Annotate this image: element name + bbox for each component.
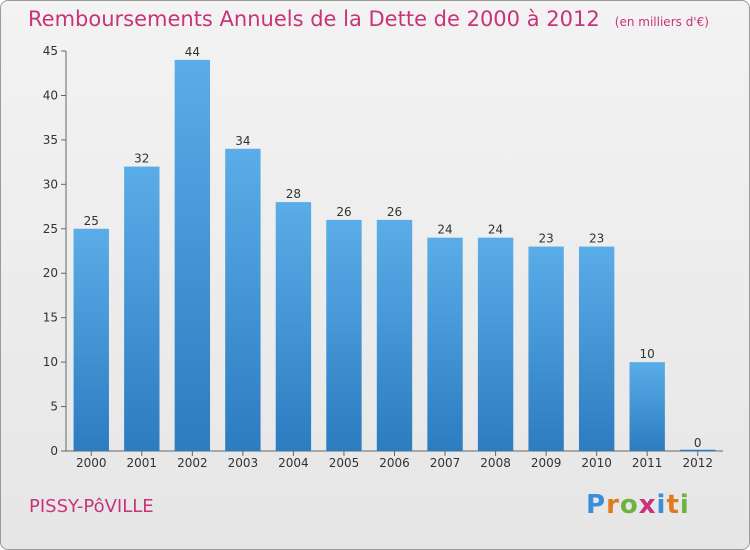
x-tick-label: 2002 <box>177 456 208 470</box>
data-label: 0 <box>694 436 702 450</box>
y-tick-label: 40 <box>43 88 58 102</box>
bar-2010 <box>578 246 615 451</box>
logo-letter: t <box>666 490 680 520</box>
x-tick-label: 2005 <box>329 456 360 470</box>
x-tick-label: 2008 <box>480 456 511 470</box>
y-tick-label: 45 <box>43 44 58 58</box>
title-block: Remboursements Annuels de la Dette de 20… <box>28 7 709 31</box>
data-label: 23 <box>589 232 604 246</box>
bar-2000 <box>73 228 109 451</box>
chart-title: Remboursements Annuels de la Dette de 20… <box>28 7 600 31</box>
x-tick-label: 2000 <box>76 456 107 470</box>
bar-2002 <box>174 59 211 452</box>
y-tick-label: 25 <box>43 222 58 236</box>
x-tick-label: 2007 <box>430 456 461 470</box>
data-label: 24 <box>488 223 503 237</box>
data-label: 28 <box>286 187 301 201</box>
town-name: PISSY-PôVILLE <box>29 496 154 517</box>
data-label: 44 <box>185 45 200 59</box>
data-label: 34 <box>235 134 250 148</box>
bar-2007 <box>427 237 463 451</box>
proxiti-logo: Proxiti <box>586 490 690 520</box>
bar-2009 <box>528 246 564 451</box>
x-tick-label: 2001 <box>127 456 158 470</box>
labels: 2000 25 2001 32 2002 44 2003 34 2004 28 2005 26 2006… <box>76 45 713 470</box>
y-tick-label: 0 <box>50 444 58 458</box>
bar-2006 <box>376 219 413 451</box>
data-label: 26 <box>336 205 351 219</box>
bar-2003 <box>225 148 261 451</box>
data-label: 32 <box>134 152 149 166</box>
bar-2001 <box>124 166 160 452</box>
logo-letter: o <box>619 490 639 520</box>
y-tick-label: 15 <box>43 311 58 325</box>
y-tick-label: 10 <box>43 355 58 369</box>
data-label: 23 <box>538 232 553 246</box>
y-tick-label: 30 <box>43 177 58 191</box>
x-tick-label: 2006 <box>379 456 410 470</box>
x-tick-label: 2011 <box>632 456 663 470</box>
x-tick-label: 2003 <box>228 456 259 470</box>
logo-letter: r <box>606 490 620 520</box>
data-label: 24 <box>437 223 452 237</box>
x-tick-label: 2010 <box>581 456 612 470</box>
y-tick-label: 35 <box>43 133 58 147</box>
logo-letter: x <box>638 490 657 520</box>
logo-letter: i <box>679 490 690 520</box>
x-tick-label: 2004 <box>278 456 309 470</box>
bar-2011 <box>629 362 665 451</box>
data-label: 25 <box>84 214 99 228</box>
bar-2004 <box>275 202 312 451</box>
y-tick-label: 20 <box>43 266 58 280</box>
data-label: 26 <box>387 205 402 219</box>
logo-letter: i <box>656 490 667 520</box>
x-tick-label: 2009 <box>531 456 562 470</box>
bar-2008 <box>477 237 514 451</box>
data-label: 10 <box>640 347 655 361</box>
logo-letter: P <box>586 490 607 520</box>
axes: 0 5 10 15 20 25 30 35 40 45 <box>43 44 723 458</box>
bars <box>73 59 716 452</box>
chart-subtitle: (en milliers d'€) <box>614 15 709 29</box>
x-tick-label: 2012 <box>682 456 713 470</box>
y-tick-label: 5 <box>50 400 58 414</box>
bar-2005 <box>326 219 362 451</box>
